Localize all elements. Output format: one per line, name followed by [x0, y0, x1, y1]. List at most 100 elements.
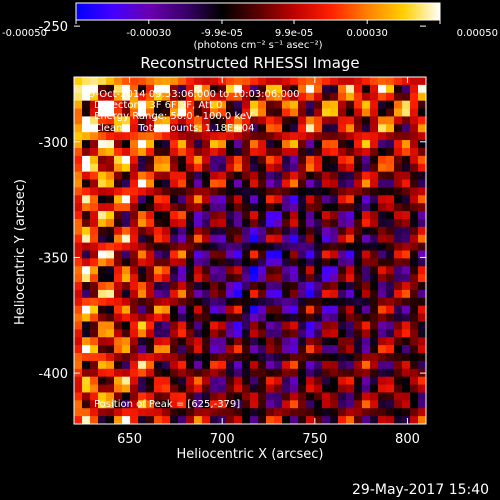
heatmap-cell: [298, 140, 307, 149]
heatmap-cell: [290, 211, 299, 220]
heatmap-cell: [98, 329, 107, 338]
heatmap-cell: [338, 108, 347, 118]
heatmap-cell: [258, 195, 267, 204]
heatmap-cell: [90, 376, 99, 386]
heatmap-cell: [114, 226, 123, 236]
heatmap-cell: [410, 384, 419, 394]
heatmap-cell: [410, 400, 419, 409]
heatmap-cell: [138, 345, 147, 354]
heatmap-cell: [90, 187, 99, 196]
heatmap-cell: [330, 337, 339, 346]
heatmap-cell: [90, 108, 99, 118]
heatmap-cell: [394, 171, 403, 181]
heatmap-cell: [322, 305, 331, 315]
heatmap-cell: [370, 132, 379, 141]
heatmap-cell: [90, 305, 99, 315]
heatmap-cell: [250, 171, 259, 181]
heatmap-cell: [186, 321, 195, 330]
heatmap-cell: [418, 353, 426, 362]
heatmap-cell: [186, 116, 195, 125]
heatmap-cell: [370, 124, 379, 133]
heatmap-cell: [378, 313, 387, 323]
heatmap-cell: [378, 140, 387, 149]
heatmap-cell: [330, 250, 339, 259]
heatmap-cell: [290, 250, 299, 259]
heatmap-cell: [226, 179, 235, 189]
heatmap-cell: [74, 226, 83, 236]
heatmap-cell: [226, 266, 235, 275]
heatmap-cell: [130, 368, 139, 378]
heatmap-cell: [202, 376, 211, 386]
heatmap-cell: [394, 400, 403, 409]
heatmap-cell: [226, 132, 235, 141]
heatmap-cell: [74, 274, 83, 283]
heatmap-cell: [282, 297, 291, 307]
heatmap-cell: [122, 289, 131, 299]
heatmap-cell: [370, 77, 379, 86]
heatmap-cell: [402, 400, 411, 409]
heatmap-cell: [266, 195, 275, 204]
heatmap-cell: [282, 100, 291, 110]
heatmap-cell: [210, 140, 219, 149]
heatmap-cell: [186, 313, 195, 323]
heatmap-cell: [378, 203, 387, 212]
heatmap-cell: [170, 392, 179, 401]
heatmap-cell: [162, 108, 171, 118]
heatmap-cell: [330, 360, 339, 370]
heatmap-cells: [74, 77, 426, 424]
heatmap-cell: [402, 258, 411, 267]
heatmap-cell: [234, 124, 243, 133]
heatmap-cell: [218, 305, 227, 315]
heatmap-cell: [98, 376, 107, 386]
heatmap-cell: [178, 100, 187, 110]
heatmap-cell: [354, 400, 363, 409]
heatmap-cell: [130, 171, 139, 181]
heatmap-cell: [322, 211, 331, 220]
heatmap-cell: [178, 282, 187, 291]
heatmap-cell: [378, 163, 387, 173]
heatmap-cell: [106, 384, 115, 394]
heatmap-cell: [82, 392, 91, 401]
heatmap-cell: [202, 203, 211, 212]
heatmap-cell: [218, 274, 227, 283]
heatmap-cell: [346, 100, 355, 110]
heatmap-cell: [354, 416, 363, 424]
heatmap-cell: [202, 329, 211, 338]
heatmap-cell: [178, 77, 187, 86]
heatmap-cell: [354, 274, 363, 283]
heatmap-cell: [346, 305, 355, 315]
heatmap-cell: [378, 226, 387, 236]
heatmap-cell: [362, 124, 371, 133]
heatmap-cell: [258, 345, 267, 354]
heatmap-cell: [290, 108, 299, 118]
heatmap-cell: [250, 179, 259, 189]
heatmap-cell: [82, 313, 91, 323]
heatmap-cell: [346, 258, 355, 267]
heatmap-cell: [402, 376, 411, 386]
heatmap-cell: [322, 92, 331, 102]
heatmap-cell: [298, 234, 307, 244]
heatmap-cell: [314, 376, 323, 386]
heatmap-cell: [114, 203, 123, 212]
heatmap-cell: [258, 77, 267, 86]
heatmap-cell: [226, 92, 235, 102]
heatmap-cell: [122, 353, 131, 362]
heatmap-cell: [234, 274, 243, 283]
heatmap-cell: [346, 179, 355, 189]
heatmap-cell: [386, 179, 395, 189]
heatmap-cell: [362, 368, 371, 378]
heatmap-cell: [330, 124, 339, 133]
heatmap-cell: [386, 147, 395, 157]
heatmap-cell: [146, 234, 155, 244]
heatmap-cell: [394, 179, 403, 189]
heatmap-cell: [82, 147, 91, 157]
heatmap-cell: [298, 274, 307, 283]
heatmap-cell: [146, 376, 155, 386]
heatmap-cell: [234, 155, 243, 165]
heatmap-cell: [122, 305, 131, 315]
heatmap-cell: [82, 171, 91, 181]
heatmap-cell: [186, 132, 195, 141]
heatmap-cell: [122, 400, 131, 409]
heatmap-cell: [354, 100, 363, 110]
heatmap-cell: [290, 187, 299, 196]
